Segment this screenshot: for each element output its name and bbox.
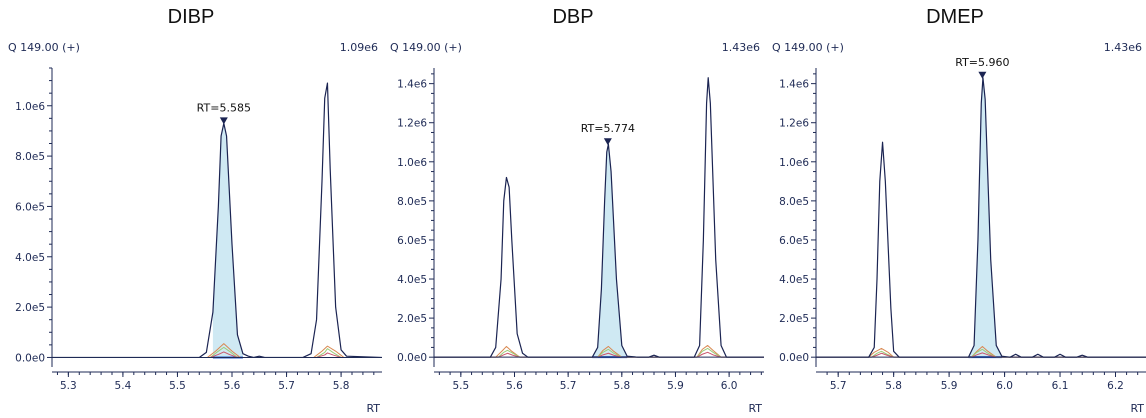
chart-svg-dibp: 0.0e0 2.0e5 4.0e5 6.0e5 8.0e5 1.0e6 5.3 5.4 5.5 5…: [15, 67, 382, 415]
y-tick-label: 1.4e6: [397, 79, 427, 91]
panel-title: DIBP: [167, 6, 215, 28]
y-tick-label: 4.0e5: [397, 274, 427, 286]
x-tick-label: 5.6: [506, 380, 523, 392]
qualifier-trace-line: [434, 351, 764, 358]
peak-rt-label: RT=5.585: [197, 101, 251, 114]
x-tick-label: 5.8: [333, 380, 350, 392]
chart-panel-dmep: DMEP Q 149.00 (+) 1.43e6 0.0e0 2.0e5 4.0e5…: [764, 0, 1146, 418]
y-tick-label: 6.0e5: [779, 235, 809, 247]
plot-area: [434, 77, 764, 359]
plot-area: [816, 77, 1146, 359]
y-tick-label: 0.0e0: [779, 352, 809, 364]
integrated-peak-area: [968, 77, 1002, 358]
panel-title: DMEP: [926, 6, 984, 28]
peak-marker-icon: [219, 117, 228, 125]
integrated-peak-area: [212, 123, 243, 358]
peak-rt-label: RT=5.960: [955, 56, 1009, 69]
x-tick-label: 5.5: [452, 380, 469, 392]
x-tick-label: 5.9: [941, 380, 958, 392]
x-tick-label: 6.2: [1107, 380, 1124, 392]
y-tick-label: 4.0e5: [15, 252, 45, 264]
peak-marker-icon: [603, 138, 612, 146]
max-intensity-label: 1.43e6: [721, 41, 760, 54]
y-tick-label: 1.2e6: [397, 118, 427, 130]
y-tick-label: 1.0e6: [397, 157, 427, 169]
chart-svg-dmep: 0.0e0 2.0e5 4.0e5 6.0e5 8.0e5 1.0e6 1.2e6 1.4e6…: [779, 56, 1146, 415]
main-trace-line: [52, 82, 382, 359]
x-tick-label: 6.1: [1052, 380, 1069, 392]
y-tick-label: 0.0e0: [15, 352, 45, 364]
qualifier-trace-line: [434, 347, 764, 358]
y-tick-label: 1.0e6: [779, 157, 809, 169]
y-tick-label: 1.4e6: [779, 79, 809, 91]
x-tick-label: 6.0: [996, 380, 1013, 392]
x-axis-label: RT: [748, 402, 762, 415]
panel-title: DBP: [552, 6, 594, 28]
main-trace-line: [816, 77, 1146, 358]
y-tick-label: 2.0e5: [15, 302, 45, 314]
x-tick-label: 5.5: [169, 380, 186, 392]
y-tick-label: 6.0e5: [15, 201, 45, 213]
x-axis-label: RT: [1130, 402, 1144, 415]
chart-panel-dibp: DIBP Q 149.00 (+) 1.09e6 0.0e0 2.0e5 4.0e5…: [0, 0, 382, 418]
integrated-peak-area: [592, 144, 628, 358]
trace-label: Q 149.00 (+): [390, 41, 462, 54]
y-tick-label: 1.2e6: [779, 118, 809, 130]
x-tick-label: 5.8: [613, 380, 630, 392]
x-tick-label: 5.7: [560, 380, 577, 392]
y-tick-label: 0.0e0: [397, 352, 427, 364]
x-tick-label: 5.8: [885, 380, 902, 392]
max-intensity-label: 1.09e6: [339, 41, 378, 54]
chart-panel-dbp: DBP Q 149.00 (+) 1.43e6 0.0e0 2.0e5 4.0e5 6…: [382, 0, 764, 418]
x-tick-label: 6.0: [721, 380, 738, 392]
x-tick-label: 5.3: [60, 380, 77, 392]
peak-rt-label: RT=5.774: [581, 122, 635, 135]
main-trace-line: [434, 77, 764, 358]
y-tick-label: 2.0e5: [779, 313, 809, 325]
qualifier-trace-line: [434, 344, 764, 358]
y-tick-label: 2.0e5: [397, 313, 427, 325]
x-tick-label: 5.6: [224, 380, 241, 392]
x-tick-label: 5.4: [115, 380, 132, 392]
y-tick-label: 1.0e6: [15, 101, 45, 113]
y-tick-label: 8.0e5: [15, 151, 45, 163]
peak-marker-icon: [978, 71, 987, 79]
y-tick-label: 4.0e5: [779, 274, 809, 286]
y-tick-label: 8.0e5: [779, 196, 809, 208]
trace-label: Q 149.00 (+): [772, 41, 844, 54]
y-tick-label: 8.0e5: [397, 196, 427, 208]
max-intensity-label: 1.43e6: [1103, 41, 1142, 54]
trace-label: Q 149.00 (+): [8, 41, 80, 54]
chart-svg-dbp: 0.0e0 2.0e5 4.0e5 6.0e5 8.0e5 1.0e6 1.2e6 1.4e6…: [397, 68, 764, 415]
plot-area: [52, 82, 382, 359]
x-tick-label: 5.9: [667, 380, 684, 392]
x-axis-label: RT: [366, 402, 380, 415]
y-tick-label: 6.0e5: [397, 235, 427, 247]
x-tick-label: 5.7: [830, 380, 847, 392]
x-tick-label: 5.7: [278, 380, 295, 392]
